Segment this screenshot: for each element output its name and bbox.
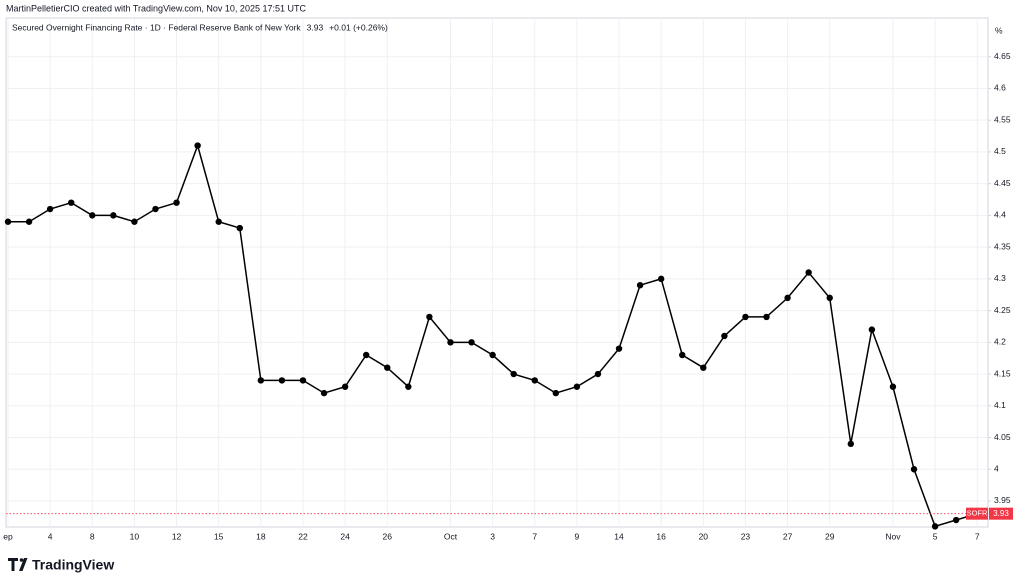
data-point	[679, 351, 686, 359]
x-tick-label: 4	[48, 531, 53, 541]
x-tick-label: 16	[656, 531, 666, 541]
data-point	[299, 377, 307, 384]
legend-change: +0.01 (+0.26%)	[329, 22, 388, 32]
legend-title: Secured Overnight Financing Rate · 1D · …	[12, 22, 301, 32]
data-point	[510, 370, 517, 378]
data-point	[573, 383, 581, 390]
data-point	[447, 339, 454, 346]
data-point	[194, 142, 201, 149]
x-tick-label: Oct	[444, 531, 458, 541]
x-tick-label: 14	[614, 531, 624, 541]
x-tick-label: 8	[90, 531, 95, 541]
x-tick-label: 27	[783, 531, 793, 541]
data-point	[384, 364, 391, 371]
data-point	[615, 345, 623, 352]
y-tick-label: 4.2	[994, 337, 1006, 347]
data-point	[889, 383, 897, 390]
y-tick-label: 4.45	[994, 178, 1011, 188]
data-point	[468, 339, 475, 346]
y-unit: %	[995, 25, 1003, 35]
data-point	[784, 294, 791, 302]
x-tick-label: 7	[532, 531, 537, 541]
data-point	[257, 377, 265, 384]
y-tick-label: 4.5	[994, 146, 1006, 156]
last-price-bg	[989, 507, 1013, 520]
y-tick-label: 4.1	[994, 400, 1006, 410]
data-point	[131, 218, 138, 225]
y-tick-label: 4.65	[994, 51, 1011, 61]
data-point	[742, 313, 749, 321]
data-point	[278, 377, 286, 384]
data-point	[426, 313, 433, 321]
data-point	[25, 218, 33, 225]
data-point	[700, 364, 707, 371]
y-tick-label: 4.05	[994, 432, 1011, 442]
data-point	[110, 212, 117, 219]
data-point	[847, 440, 854, 448]
x-tick-label: 29	[825, 531, 835, 541]
x-tick-label: 23	[741, 531, 751, 541]
y-tick-label: 4	[994, 463, 999, 473]
y-tick-label: 4.6	[994, 83, 1006, 93]
data-point	[89, 212, 96, 219]
data-point	[657, 275, 665, 283]
x-tick-label: 5	[933, 531, 938, 541]
x-tick-label: 26	[383, 531, 393, 541]
y-tick-label: 4.25	[994, 305, 1011, 315]
x-tick-label: 3	[490, 531, 495, 541]
x-tick-label: 15	[214, 531, 224, 541]
x-tick-label: 7	[975, 531, 980, 541]
data-point	[594, 370, 602, 378]
caption: MartinPelletierCIO created with TradingV…	[6, 3, 306, 13]
x-tick-label: 24	[340, 531, 350, 541]
data-point	[341, 383, 349, 390]
x-tick-label: Nov	[885, 531, 901, 541]
series-tag-bg	[966, 507, 988, 520]
data-point	[931, 523, 939, 530]
x-tick-label: ep	[3, 531, 13, 541]
y-tick-label: 4.55	[994, 114, 1011, 124]
legend-value: 3.93	[307, 22, 324, 32]
y-tick-label: 4.15	[994, 368, 1011, 378]
x-tick-label: 12	[172, 531, 182, 541]
y-tick-label: 4.4	[994, 210, 1006, 220]
data-point	[910, 466, 918, 473]
data-point	[236, 224, 243, 232]
y-tick-label: 3.95	[994, 495, 1011, 505]
data-point	[826, 294, 833, 302]
last-price-label: 3.93	[993, 509, 1009, 518]
brand-logo	[8, 558, 28, 571]
data-point	[552, 389, 560, 397]
data-point	[68, 199, 75, 206]
x-tick-label: 9	[575, 531, 580, 541]
data-point	[46, 205, 54, 213]
series-tag: SOFR	[967, 509, 988, 518]
data-point	[721, 332, 728, 340]
data-point	[4, 218, 12, 225]
x-tick-label: 18	[256, 531, 266, 541]
data-point	[531, 377, 538, 384]
data-point	[215, 218, 222, 225]
data-point	[763, 313, 770, 321]
y-tick-label: 4.35	[994, 241, 1011, 251]
x-tick-label: 22	[298, 531, 308, 541]
data-point	[868, 326, 876, 333]
brand: TradingView	[32, 557, 114, 573]
data-point	[952, 516, 960, 524]
data-point	[636, 281, 644, 289]
x-tick-label: 10	[130, 531, 140, 541]
data-point	[489, 351, 496, 359]
data-point	[362, 351, 370, 359]
data-point	[173, 199, 180, 206]
data-point	[152, 205, 159, 213]
x-tick-label: 20	[699, 531, 709, 541]
plot-frame	[5, 17, 989, 528]
data-point	[320, 389, 328, 397]
y-tick-label: 4.3	[994, 273, 1006, 283]
data-point	[805, 269, 812, 276]
data-point	[405, 383, 412, 390]
